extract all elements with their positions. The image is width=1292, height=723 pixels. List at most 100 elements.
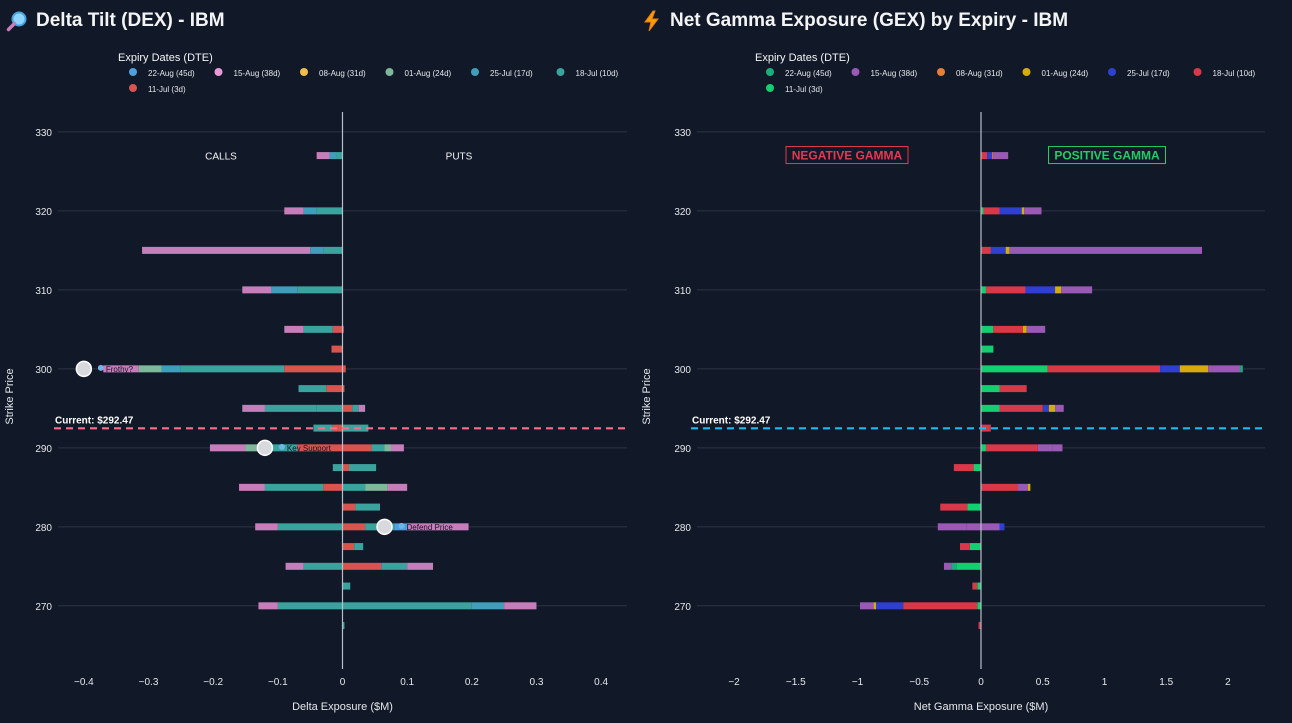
bar-segment [284, 207, 304, 215]
bar-segment [332, 424, 343, 432]
current-price-label: Current: $292.47 [692, 415, 771, 426]
bar-segment [297, 286, 343, 294]
bar-segment [981, 345, 994, 353]
legend-label: 18-Jul (10d) [576, 69, 619, 78]
bar-segment [264, 404, 317, 412]
bar-segment [1037, 444, 1053, 452]
bar-segment [303, 325, 333, 333]
x-tick-label: −1.5 [786, 677, 806, 688]
bar-segment [138, 365, 162, 373]
bar-segment [873, 602, 877, 610]
bar-segment [1055, 404, 1064, 412]
bar-segment [903, 602, 978, 610]
bar-segment [323, 246, 343, 254]
bar-segment [981, 365, 1048, 373]
bar-segment [1024, 207, 1042, 215]
bar-segment [1042, 404, 1049, 412]
bar-segment [342, 582, 351, 590]
legend-label: 15-Aug (38d) [234, 69, 281, 78]
y-axis-label: Strike Price [641, 368, 653, 424]
bar-segment [981, 207, 984, 215]
bar-segment [504, 602, 537, 610]
puts-label: PUTS [446, 152, 473, 163]
bar-segment [969, 543, 981, 551]
x-tick-label: 1.5 [1159, 677, 1173, 688]
y-tick-label: 290 [674, 444, 691, 455]
y-tick-label: 310 [674, 286, 691, 297]
bar-segment [365, 483, 388, 491]
annotation-pin [398, 522, 405, 529]
bar-segment [999, 207, 1022, 215]
bar-segment [298, 385, 327, 393]
x-tick-label: −0.4 [74, 677, 94, 688]
legend-label: 25-Jul (17d) [490, 69, 533, 78]
legend-marker [300, 68, 308, 76]
bar-segment [342, 602, 472, 610]
bar-segment [966, 523, 981, 531]
x-tick-label: 1 [1102, 677, 1108, 688]
legend-marker [1193, 68, 1202, 76]
bar-segment [981, 385, 1000, 393]
bar-segment [342, 523, 366, 531]
bar-segment [977, 582, 981, 590]
bar-segment [987, 152, 993, 160]
bar-segment [1027, 483, 1031, 491]
annotation-label: Frothy? [106, 365, 134, 374]
bar-segment [255, 523, 278, 531]
x-axis-label: Net Gamma Exposure ($M) [914, 701, 1048, 713]
bar-segment [242, 286, 272, 294]
annotation-label: Defend Price [407, 523, 454, 532]
magnifier-icon [6, 11, 27, 32]
bar-segment [1208, 365, 1241, 373]
legend-label: 01-Aug (24d) [1042, 69, 1089, 78]
bar-segment [285, 562, 304, 570]
bar-segment [103, 365, 139, 373]
bar-segment [332, 464, 343, 472]
positive-gamma-label: POSITIVE GAMMA [1054, 149, 1160, 163]
bar-segment [242, 404, 265, 412]
bar-segment [329, 152, 337, 160]
annotation-marker [75, 360, 93, 378]
annotation-marker [256, 439, 274, 457]
bar-segment [1179, 365, 1209, 373]
dex-title: Delta Tilt (DEX) - IBM [6, 10, 225, 32]
annotation-pin [97, 364, 104, 371]
bar-segment [943, 562, 952, 570]
bar-segment [316, 152, 330, 160]
bar-segment [981, 246, 991, 254]
bar-segment [1025, 286, 1056, 294]
bar-segment [310, 246, 324, 254]
legend-marker [385, 68, 394, 76]
bar-segment [981, 152, 988, 160]
bar-segment [1047, 365, 1161, 373]
negative-gamma-label: NEGATIVE GAMMA [792, 149, 903, 163]
x-tick-label: −0.5 [909, 677, 929, 688]
y-tick-label: 270 [674, 602, 691, 613]
bar-segment [358, 404, 366, 412]
bar-segment [985, 444, 1038, 452]
legend-marker [766, 68, 774, 76]
bar-segment [977, 602, 981, 610]
bar-segment [316, 207, 343, 215]
calls-label: CALLS [205, 152, 237, 163]
bar-segment [342, 622, 345, 630]
bar-segment [1005, 246, 1010, 254]
x-axis-label: Delta Exposure ($M) [292, 701, 393, 713]
y-tick-label: 280 [674, 523, 691, 534]
bar-segment [1061, 286, 1093, 294]
gex-title-text: Net Gamma Exposure (GEX) by Expiry - IBM [670, 10, 1069, 31]
x-tick-label: −2 [728, 677, 740, 688]
annotation-marker [376, 518, 393, 536]
x-tick-label: −0.1 [268, 677, 288, 688]
gex-chart: Expiry Dates (DTE) 22-Aug (45d) 15-Aug (38… [641, 52, 1265, 713]
legend-label: 22-Aug (45d) [785, 69, 832, 78]
bar-segment [999, 523, 1005, 531]
y-tick-label: 320 [35, 207, 52, 218]
bar-segment [336, 152, 343, 160]
bar-segment [471, 602, 505, 610]
bar-segment [859, 602, 874, 610]
bar-segment [983, 207, 1000, 215]
bar-segment [990, 246, 1006, 254]
annotation-pin [278, 443, 285, 450]
y-tick-label: 310 [35, 286, 52, 297]
